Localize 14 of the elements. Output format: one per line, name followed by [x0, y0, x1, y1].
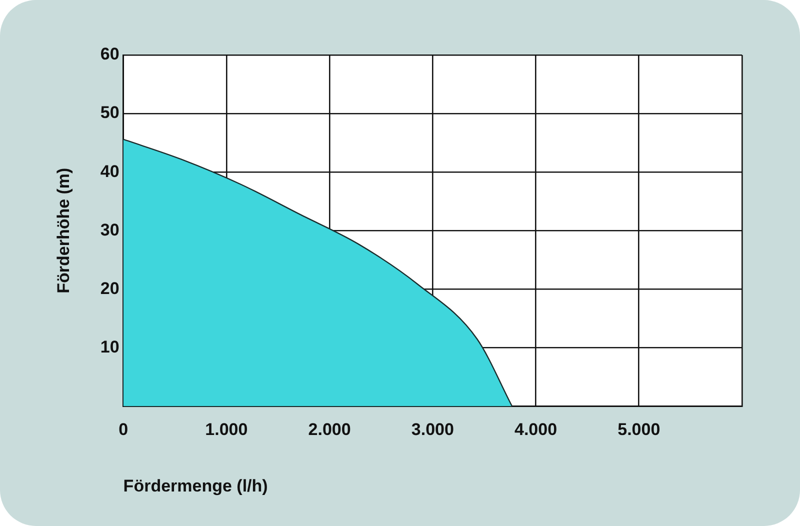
x-tick-label: 3.000 [411, 420, 454, 440]
y-tick-label: 10 [100, 337, 120, 356]
y-tick-label: 60 [100, 44, 120, 64]
y-tick-label: 40 [100, 162, 120, 181]
y-tick-label: 50 [100, 103, 120, 122]
x-tick-label: 5.000 [618, 420, 660, 440]
y-tick-label: 20 [100, 278, 120, 298]
x-tick-label: 1.000 [205, 420, 248, 440]
x-axis-title: Fördermenge (l/h) [123, 476, 268, 496]
y-tick-label: 30 [100, 220, 120, 240]
x-tick-label: 2.000 [308, 420, 351, 440]
y-axis-title: Förderhöhe (m) [54, 168, 73, 294]
x-tick-label: 4.000 [514, 420, 558, 440]
x-tick-label: 0 [118, 420, 128, 440]
